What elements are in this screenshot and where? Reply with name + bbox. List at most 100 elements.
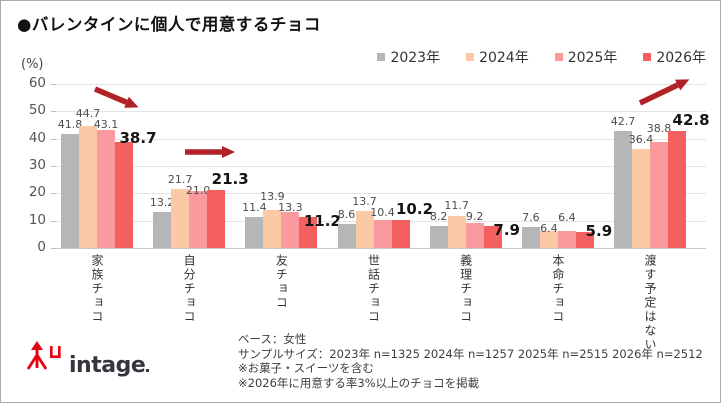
legend-item: 2024年 [466, 47, 529, 67]
bar-value-label: 21.0 [185, 183, 211, 197]
footer-note-line: ※2026年に用意する率3%以上のチョコを掲載 [238, 375, 480, 390]
y-axis-tick [51, 84, 56, 85]
gridline [56, 84, 706, 85]
bar [429, 225, 448, 248]
legend-swatch [377, 53, 386, 61]
bar-value-label: 10.4 [370, 205, 395, 219]
bar [483, 226, 502, 248]
y-axis-tick [51, 248, 56, 249]
footer-note-line: ※お菓子・スイーツを含む [238, 361, 374, 375]
bar [61, 133, 79, 248]
bar [575, 231, 594, 248]
bar [281, 211, 300, 248]
trend-arrow-icon [638, 79, 690, 106]
bar-value-label: 21.3 [211, 169, 249, 188]
bar-value-label: 13.3 [278, 200, 303, 214]
y-tick-label: 50 [28, 102, 46, 119]
y-tick-label: 30 [28, 157, 46, 173]
y-axis-unit-label: (%) [21, 57, 44, 72]
category-label: 家族チョコ [90, 254, 104, 324]
y-axis-tick [51, 166, 56, 167]
category-label: 世話チョコ [366, 254, 381, 324]
bar [465, 222, 484, 248]
bar-value-label: 8.6 [337, 208, 356, 222]
bar-value-label: 11.2 [303, 211, 341, 230]
y-tick-label: 20 [28, 184, 46, 201]
logo-period [146, 369, 150, 372]
bar [245, 216, 264, 248]
y-axis-tick [51, 111, 56, 113]
bar [97, 130, 115, 248]
bar-value-label: 42.8 [672, 111, 710, 129]
bar-value-label: 13.9 [260, 189, 285, 203]
legend-swatch [466, 53, 475, 61]
legend-item: 2023年 [377, 47, 440, 67]
bar [650, 141, 669, 248]
gridline [56, 193, 706, 195]
category-label: 義理チョコ [458, 254, 473, 324]
legend-item: 2026年 [643, 47, 706, 67]
y-axis-tick [51, 138, 56, 140]
bar [171, 188, 190, 248]
gridline [56, 166, 706, 167]
chart-title: ●バレンタインに個人で用意するチョコ [17, 15, 321, 34]
bar [115, 142, 133, 248]
gridline [56, 111, 706, 113]
category-label: 友チョコ [274, 254, 289, 310]
footer-note-line: ベース：女性 [238, 332, 307, 346]
bar [373, 219, 392, 248]
legend-label: 2024年 [479, 50, 529, 66]
bar [632, 148, 651, 248]
bar-value-label: 10.2 [395, 200, 434, 219]
bar-value-label: 11.7 [444, 198, 469, 212]
bar-value-label: 13.2 [149, 195, 175, 209]
bar-value-label: 43.1 [93, 117, 119, 131]
bar-value-label: 7.6 [522, 211, 540, 225]
legend: 2023年 2024年 2025年 2026年 [377, 47, 706, 67]
legend-label: 2023年 [390, 50, 441, 66]
gridline [56, 138, 706, 140]
bar-value-label: 6.4 [558, 211, 576, 225]
bar-value-label: 11.4 [242, 200, 267, 214]
legend-label: 2025年 [567, 50, 618, 66]
bar-value-label: 5.9 [585, 222, 613, 241]
legend-item: 2025年 [554, 47, 618, 67]
y-tick-label: 60 [28, 75, 46, 91]
footer-note-line: サンプルサイズ：2023年 n=1325 2024年 n=1257 2025年 … [238, 346, 703, 361]
trend-arrow-icon [93, 86, 139, 108]
bar-value-label: 38.7 [119, 128, 157, 147]
bar-value-label: 21.7 [167, 172, 193, 186]
category-label: 渡す予定はない [643, 254, 658, 352]
y-tick-label: 10 [28, 211, 46, 228]
bar-value-label: 38.8 [646, 121, 672, 135]
gridline [56, 248, 706, 249]
y-tick-label: 0 [37, 239, 46, 255]
bar [189, 190, 208, 248]
intage-logo-text: intage [69, 355, 150, 377]
bar-value-label: 36.4 [628, 132, 654, 146]
bar [521, 227, 540, 248]
footer-notes: ベース：女性 サンプルサイズ：2023年 n=1325 2024年 n=1257 … [238, 332, 703, 390]
bar-value-label: 42.7 [610, 115, 636, 129]
bar-value-label: 7.9 [493, 220, 520, 239]
bar [79, 125, 97, 248]
bar-value-label: 13.7 [352, 194, 377, 208]
bar [153, 211, 172, 248]
bar [391, 220, 410, 248]
y-axis-tick [51, 193, 56, 195]
y-axis-tick [51, 220, 56, 222]
bar-value-label: 6.4 [540, 222, 558, 236]
bar-value-label: 9.2 [465, 209, 484, 223]
bar-value-label: 41.8 [57, 117, 83, 131]
legend-label: 2026年 [656, 50, 706, 66]
trend-arrow-icon [185, 146, 236, 158]
bar [337, 224, 356, 248]
y-tick-label: 40 [28, 129, 46, 146]
category-label: 自分チョコ [182, 254, 197, 324]
legend-swatch [643, 53, 652, 61]
intage-logo: intage [25, 340, 150, 377]
bar [539, 230, 558, 248]
bar [668, 131, 687, 248]
legend-swatch [554, 53, 563, 61]
